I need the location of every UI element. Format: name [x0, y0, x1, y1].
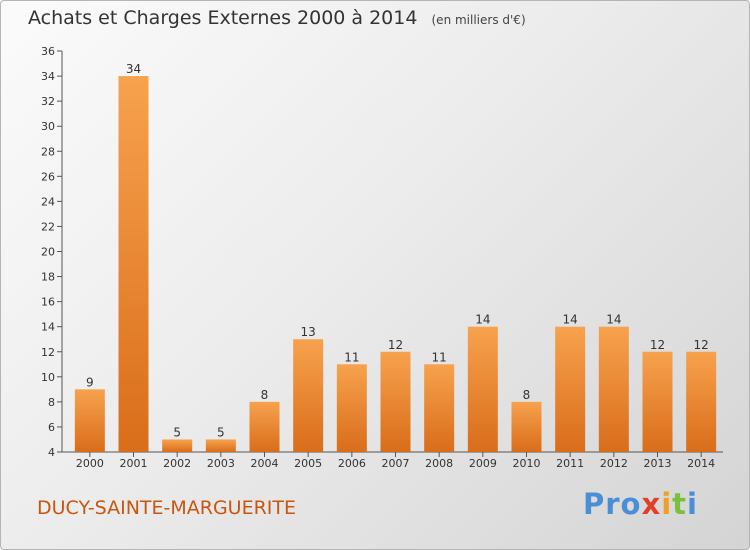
bar	[424, 364, 455, 452]
y-tick-label: 18	[41, 271, 55, 284]
bar	[118, 76, 149, 452]
x-tick-label: 2012	[600, 457, 628, 470]
bar-value-label: 8	[523, 388, 531, 402]
y-tick-label: 16	[41, 296, 55, 309]
chart-title: Achats et Charges Externes 2000 à 2014 (…	[28, 7, 526, 29]
bar-value-label: 13	[301, 325, 316, 339]
y-tick-label: 32	[41, 95, 55, 108]
bar	[162, 439, 193, 452]
y-tick-label: 12	[41, 346, 55, 359]
y-tick-label: 10	[41, 371, 55, 384]
y-tick-label: 30	[41, 120, 55, 133]
bar-value-label: 12	[650, 338, 665, 352]
chart-unit: (en milliers d'€)	[431, 13, 526, 27]
bar	[642, 351, 673, 452]
x-tick-label: 2004	[251, 457, 279, 470]
bar-value-label: 11	[344, 350, 359, 364]
x-tick-label: 2002	[163, 457, 191, 470]
y-tick-label: 26	[41, 170, 55, 183]
x-tick-label: 2001	[120, 457, 148, 470]
commune-name: DUCY-SAINTE-MARGUERITE	[37, 497, 297, 519]
bar	[467, 326, 498, 452]
y-tick-label: 4	[48, 446, 55, 459]
bar	[380, 351, 411, 452]
bar	[205, 439, 236, 452]
bar-value-label: 34	[126, 62, 141, 76]
x-tick-label: 2009	[469, 457, 497, 470]
y-tick-label: 14	[41, 321, 55, 334]
y-tick-label: 6	[48, 421, 55, 434]
y-tick-label: 22	[41, 220, 55, 233]
x-tick-label: 2005	[294, 457, 322, 470]
x-tick-label: 2003	[207, 457, 235, 470]
bars: 9 34 5 5 8 13 11 12 11 14 8 14 14 12 12	[74, 62, 717, 452]
bar-value-label: 5	[217, 425, 225, 439]
bar	[74, 389, 105, 452]
bar-value-label: 14	[475, 313, 490, 327]
bar	[293, 339, 324, 452]
x-tick-label: 2000	[76, 457, 104, 470]
bar	[511, 401, 542, 452]
bar-value-label: 14	[563, 313, 578, 327]
bar-value-label: 12	[694, 338, 709, 352]
bar	[336, 364, 367, 452]
y-tick-label: 20	[41, 246, 55, 259]
y-tick-label: 36	[41, 45, 55, 58]
chart-title-text: Achats et Charges Externes 2000 à 2014	[28, 7, 418, 29]
x-tick-label: 2011	[556, 457, 584, 470]
proxiti-logo: Proxiti	[583, 487, 698, 521]
y-tick-label: 24	[41, 195, 55, 208]
bar	[249, 401, 280, 452]
x-tick-label: 2013	[644, 457, 672, 470]
bar	[686, 351, 717, 452]
bar-value-label: 12	[388, 338, 403, 352]
bar-value-label: 14	[606, 313, 621, 327]
bar-value-label: 8	[261, 388, 269, 402]
y-tick-label: 34	[41, 70, 55, 83]
bar-value-label: 5	[173, 425, 181, 439]
x-tick-label: 2010	[513, 457, 541, 470]
y-tick-label: 28	[41, 145, 55, 158]
x-tick-label: 2007	[382, 457, 410, 470]
x-tick-label: 2008	[425, 457, 453, 470]
bar-value-label: 11	[432, 350, 447, 364]
y-tick-label: 8	[48, 396, 55, 409]
bar	[555, 326, 586, 452]
bar-value-label: 9	[86, 375, 94, 389]
bar	[598, 326, 629, 452]
x-tick-label: 2006	[338, 457, 366, 470]
x-tick-label: 2014	[687, 457, 715, 470]
